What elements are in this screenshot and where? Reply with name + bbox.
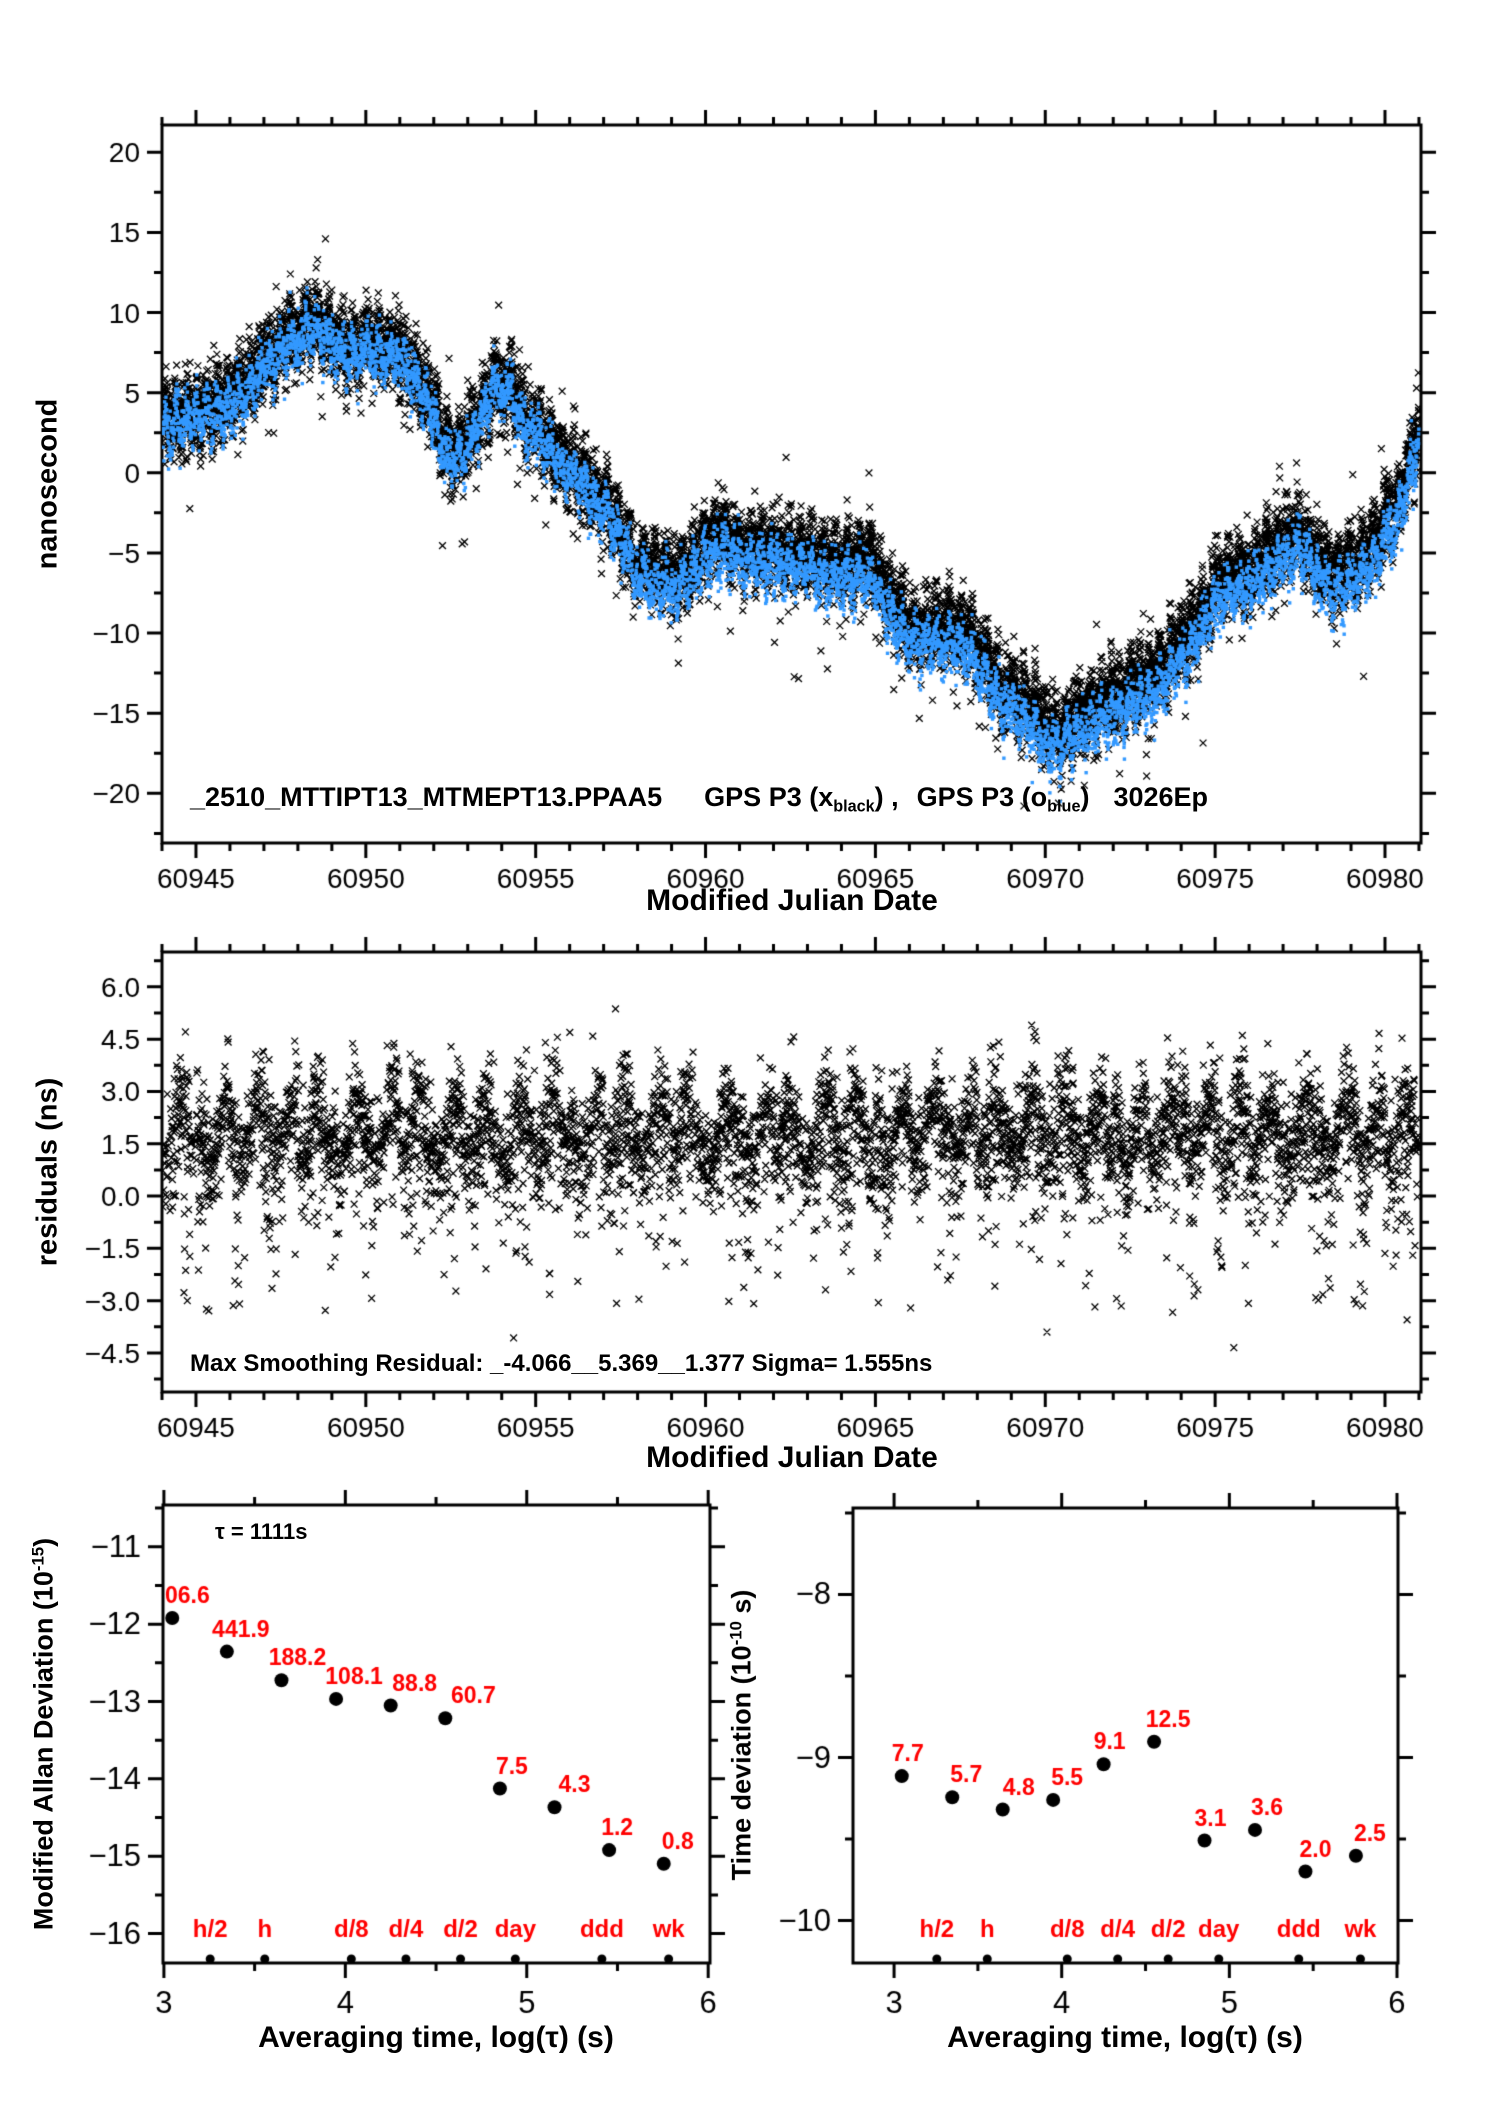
residuals-y-axis-title: residuals (ns) — [32, 1078, 65, 1267]
mdev-y-axis-title: Modified Allan Deviation (10-15) — [28, 1538, 59, 1930]
file-label: _2510_MTTIPT13_MTMEPT13.PPAA5 — [190, 782, 663, 812]
top-x-axis-title-text: Modified Julian Date — [646, 884, 938, 917]
tdev-x-axis-title-text: Averaging time, log(τ) (s) — [947, 2021, 1303, 2054]
mdev-x-axis-title-text: Averaging time, log(τ) (s) — [258, 2021, 614, 2054]
mdev-y-title-text: Modified Allan Deviation (10 — [28, 1571, 59, 1931]
mdev-x-axis-title: Averaging time, log(τ) (s) — [258, 2021, 614, 2055]
tau-annotation: τ = 1111s — [215, 1519, 307, 1545]
receiver-code-label: 3026Ep — [1113, 782, 1209, 812]
residuals-x-axis-title-text: Modified Julian Date — [646, 1441, 938, 1474]
mdev-y-title-exponent: -15 — [28, 1546, 48, 1572]
series2-subscript: blue — [1047, 797, 1081, 816]
top-y-axis-title: nanosecond — [32, 399, 65, 570]
series1-subscript: black — [833, 797, 875, 816]
series1-close: ) , — [874, 782, 899, 812]
tau-annotation-text: τ = 1111s — [215, 1519, 308, 1544]
tdev-y-title-exponent: -10 — [726, 1621, 746, 1646]
residuals-y-axis-title-text: residuals (ns) — [31, 1077, 64, 1267]
tdev-y-axis-title: Time deviation (10-10 s) — [726, 1590, 757, 1881]
residuals-stats-text: Max Smoothing Residual: _-4.066__5.369__… — [190, 1350, 933, 1377]
residuals-x-axis-title: Modified Julian Date — [646, 1441, 938, 1475]
series2-close: ) — [1080, 782, 1090, 812]
mdev-y-title-close: ) — [28, 1537, 59, 1547]
series2-label: GPS P3 (o — [916, 782, 1048, 812]
tdev-x-axis-title: Averaging time, log(τ) (s) — [947, 2021, 1303, 2055]
series1-label: GPS P3 (x — [704, 782, 834, 812]
top-annotation: _2510_MTTIPT13_MTMEPT13.PPAA5 GPS P3 (xbl… — [190, 782, 1208, 817]
residuals-stats-annotation: Max Smoothing Residual: _-4.066__5.369__… — [190, 1350, 932, 1378]
tdev-y-title-close: s) — [726, 1589, 757, 1622]
tdev-y-title-text: Time deviation (10 — [726, 1645, 757, 1881]
top-x-axis-title: Modified Julian Date — [646, 884, 938, 918]
top-y-axis-title-text: nanosecond — [31, 398, 64, 570]
